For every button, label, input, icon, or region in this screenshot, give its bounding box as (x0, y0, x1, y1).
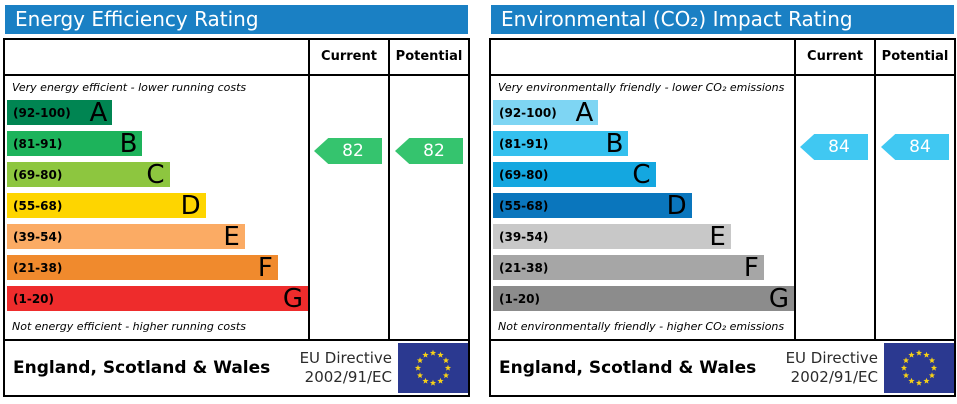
band-a: (92-100) A (7, 97, 113, 128)
potential-arrow: 82 (395, 138, 463, 164)
footer: England, Scotland & Wales EU Directive 2… (3, 339, 470, 397)
band-range: (21-38) (499, 260, 549, 275)
potential-column-header: Potential (881, 49, 949, 64)
potential-arrow: 84 (881, 134, 949, 160)
eu-directive-line2: 2002/91/EC (304, 368, 392, 386)
band-letter: C (146, 159, 165, 190)
band-letter: D (180, 190, 201, 221)
band-range: (81-91) (13, 136, 63, 151)
top-note: Very energy efficient - lower running co… (12, 81, 247, 94)
band-b: (81-91) B (7, 128, 143, 159)
band-letter: E (223, 221, 240, 252)
band-letter: B (605, 128, 624, 159)
band-range: (92-100) (499, 105, 557, 120)
region-label: England, Scotland & Wales (13, 358, 271, 378)
band-range: (69-80) (499, 167, 549, 182)
footer: England, Scotland & Wales EU Directive 2… (489, 339, 956, 397)
band-letter: E (709, 221, 726, 252)
band-letter: F (743, 252, 759, 283)
eu-directive-line2: 2002/91/EC (790, 368, 878, 386)
top-note: Very environmentally friendly - lower CO… (498, 81, 785, 94)
band-d: (55-68) D (493, 190, 692, 221)
band-e: (39-54) E (7, 221, 245, 252)
column-divider (874, 40, 876, 339)
band-a: (92-100) A (493, 97, 599, 128)
band-letter: F (257, 252, 273, 283)
current-column-header: Current (321, 49, 377, 64)
band-letter: G (768, 283, 789, 314)
column-divider (794, 40, 796, 339)
band-letter: C (632, 159, 651, 190)
band-range: (55-68) (13, 198, 63, 213)
eu-flag-icon (884, 343, 954, 393)
band-range: (1-20) (13, 291, 54, 306)
band-range: (92-100) (13, 105, 71, 120)
band-g: (1-20) G (493, 283, 794, 314)
region-label: England, Scotland & Wales (499, 358, 757, 378)
panel-title: Energy Efficiency Rating (5, 5, 468, 34)
column-divider (388, 40, 390, 339)
bands: (92-100) A (81-91) B (69-80) C (55-68) D (39-54)… (7, 100, 308, 317)
band-range: (39-54) (499, 229, 549, 244)
band-c: (69-80) C (7, 159, 170, 190)
rating-chart: Current Potential Very environmentally f… (489, 38, 956, 341)
potential-column-header: Potential (395, 49, 463, 64)
rating-chart: Current Potential Very energy efficient … (3, 38, 470, 341)
eu-directive-label: EU Directive 2002/91/EC (786, 349, 878, 387)
band-range: (1-20) (499, 291, 540, 306)
band-f: (21-38) F (7, 252, 278, 283)
band-letter: A (575, 97, 594, 128)
band-range: (69-80) (13, 167, 63, 182)
band-range: (21-38) (13, 260, 63, 275)
bands: (92-100) A (81-91) B (69-80) C (55-68) D (39-54)… (493, 100, 794, 317)
band-d: (55-68) D (7, 190, 206, 221)
energy-efficiency-panel: Energy Efficiency Rating Current Potenti… (3, 5, 470, 397)
bottom-note: Not energy efficient - higher running co… (12, 320, 246, 333)
eu-flag-icon (398, 343, 468, 393)
band-b: (81-91) B (493, 128, 629, 159)
header-divider (491, 74, 954, 76)
current-column-header: Current (807, 49, 863, 64)
eu-directive-line1: EU Directive (299, 349, 392, 368)
bottom-note: Not environmentally friendly - higher CO… (498, 320, 785, 333)
panel-title: Environmental (CO₂) Impact Rating (491, 5, 954, 34)
eu-directive-line1: EU Directive (785, 349, 878, 368)
current-arrow: 82 (314, 138, 382, 164)
band-g: (1-20) G (7, 283, 308, 314)
column-divider (308, 40, 310, 339)
band-letter: G (282, 283, 303, 314)
band-range: (55-68) (499, 198, 549, 213)
band-e: (39-54) E (493, 221, 731, 252)
header-divider (5, 74, 468, 76)
eu-directive-label: EU Directive 2002/91/EC (300, 349, 392, 387)
band-letter: A (89, 97, 108, 128)
band-letter: B (119, 128, 138, 159)
band-c: (69-80) C (493, 159, 656, 190)
environmental-impact-panel: Environmental (CO₂) Impact Rating Curren… (489, 5, 956, 397)
band-range: (39-54) (13, 229, 63, 244)
band-letter: D (666, 190, 687, 221)
band-f: (21-38) F (493, 252, 764, 283)
current-arrow: 84 (800, 134, 868, 160)
band-range: (81-91) (499, 136, 549, 151)
